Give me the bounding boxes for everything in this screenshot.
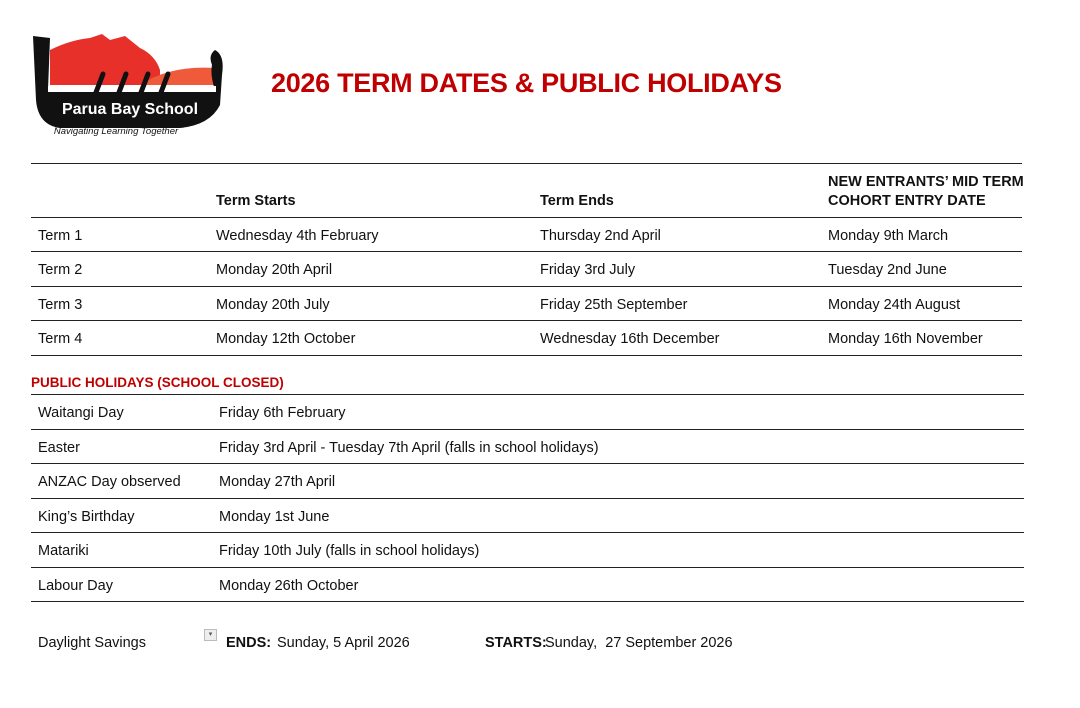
holiday-date: Monday 26th October (219, 578, 359, 594)
header-term-starts: Term Starts (216, 193, 296, 209)
holiday-date: Friday 3rd April - Tuesday 7th April (fa… (219, 440, 599, 456)
school-logo: Parua Bay School Navigating Learning Tog… (33, 34, 223, 137)
term-end: Wednesday 16th December (540, 331, 720, 347)
holiday-date: Monday 1st June (219, 509, 330, 525)
holiday-name: King’s Birthday (38, 509, 135, 525)
starts-label: STARTS: (485, 635, 547, 651)
term-end: Friday 25th September (540, 297, 688, 313)
holiday-name: Waitangi Day (38, 405, 124, 421)
holiday-date: Friday 6th February (219, 405, 346, 421)
cohort-entry-date: Monday 16th November (828, 331, 983, 347)
public-holidays-heading: PUBLIC HOLIDAYS (SCHOOL CLOSED) (31, 375, 284, 390)
header-cohort-entry: COHORT ENTRY DATE (828, 193, 986, 209)
term-end: Friday 3rd July (540, 262, 636, 278)
holiday-name: Matariki (38, 543, 89, 559)
cohort-entry-date: Tuesday 2nd June (828, 262, 947, 278)
term-name: Term 3 (38, 297, 83, 313)
ends-label: ENDS: (226, 635, 272, 651)
daylight-savings-label: Daylight Savings (38, 635, 146, 651)
header-new-entrants: NEW ENTRANTS’ MID TERM (828, 174, 1024, 190)
term-start: Monday 20th July (216, 297, 330, 313)
term-end: Thursday 2nd April (540, 228, 661, 244)
term-start: Wednesday 4th February (216, 228, 379, 244)
svg-text:Navigating Learning Together: Navigating Learning Together (54, 126, 179, 137)
svg-text:Parua Bay School: Parua Bay School (62, 101, 198, 118)
dropdown-arrow-icon[interactable]: ▾ (204, 629, 217, 641)
holiday-name: Easter (38, 440, 80, 456)
cohort-entry-date: Monday 9th March (828, 228, 949, 244)
term-name: Term 2 (38, 262, 83, 278)
term-start: Monday 20th April (216, 262, 333, 278)
page-title: 2026 TERM DATES & PUBLIC HOLIDAYS (271, 68, 782, 98)
starts-date: Sunday, 27 September 2026 (545, 635, 733, 651)
holiday-date: Friday 10th July (falls in school holida… (219, 543, 480, 559)
holiday-date: Monday 27th April (219, 474, 336, 490)
cohort-entry-date: Monday 24th August (828, 297, 961, 313)
holiday-name: ANZAC Day observed (38, 474, 181, 490)
ends-date: Sunday, 5 April 2026 (277, 635, 410, 651)
term-name: Term 1 (38, 228, 83, 244)
term-start: Monday 12th October (216, 331, 356, 347)
term-name: Term 4 (38, 331, 83, 347)
holiday-name: Labour Day (38, 578, 113, 594)
header-term-ends: Term Ends (540, 193, 614, 209)
